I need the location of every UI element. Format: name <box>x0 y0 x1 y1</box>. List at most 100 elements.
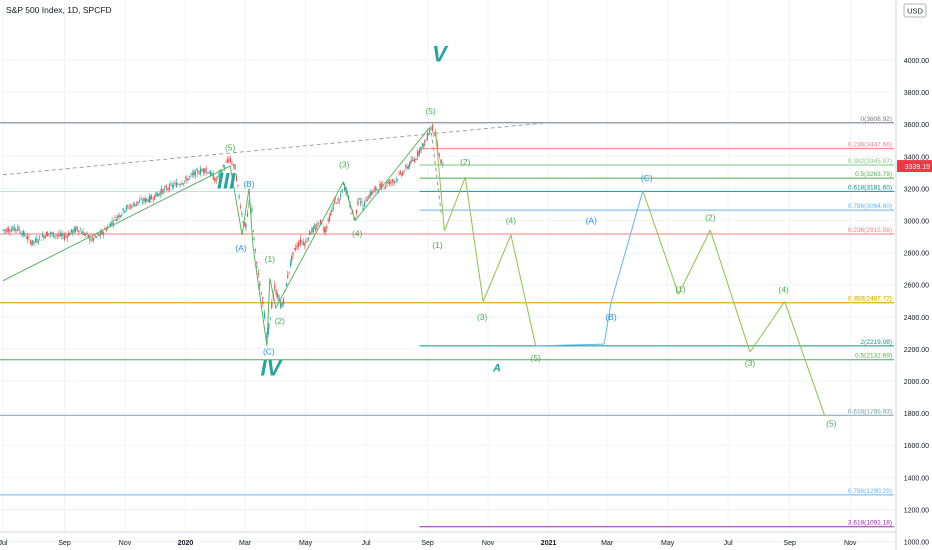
price-candle <box>144 198 146 203</box>
projection-wave-segment <box>443 176 466 232</box>
price-candle <box>239 206 242 208</box>
wave-label: V <box>432 42 449 67</box>
fib-label: 0.5(2132.69) <box>855 353 892 360</box>
price-candle <box>291 256 293 262</box>
price-candle <box>159 192 161 196</box>
price-tick-label: 1800.00 <box>904 411 929 418</box>
current-price-badge: 3339.19 <box>905 164 930 171</box>
price-candle <box>59 232 61 236</box>
price-tick-label: 4000.00 <box>904 58 929 65</box>
price-candles <box>2 123 444 344</box>
price-candle <box>225 162 227 163</box>
price-candle <box>129 205 132 207</box>
price-candle <box>34 238 37 242</box>
price-candle <box>197 170 199 174</box>
price-candle <box>18 229 20 231</box>
price-tick-label: 2600.00 <box>904 283 929 290</box>
price-candle <box>324 229 326 233</box>
price-candle <box>70 229 73 233</box>
price-candle <box>212 173 214 180</box>
price-candle <box>10 229 12 232</box>
price-candle <box>229 158 232 163</box>
price-candle <box>40 239 42 241</box>
currency-badge-box[interactable] <box>903 3 927 18</box>
price-candle <box>350 212 352 215</box>
price-candle <box>415 158 417 160</box>
price-candle <box>208 172 210 174</box>
time-tick-label: Mar <box>239 540 252 547</box>
price-candle <box>387 181 389 184</box>
price-candle <box>433 132 435 134</box>
price-candle <box>137 202 139 203</box>
price-candle <box>389 180 391 185</box>
price-candle <box>309 230 311 235</box>
price-candle <box>205 168 207 170</box>
price-candle <box>146 198 148 201</box>
wave-label: (4) <box>352 229 363 239</box>
price-candle <box>228 158 230 160</box>
projection-wave-segment <box>435 130 445 231</box>
fib-label: 0.5(3263.79) <box>855 171 892 178</box>
price-candle <box>306 241 308 243</box>
price-candle <box>158 193 160 196</box>
price-candle <box>187 178 189 180</box>
price-candle <box>121 213 123 216</box>
price-candle <box>171 184 173 188</box>
price-candle <box>83 233 85 236</box>
price-candle <box>48 233 50 235</box>
price-candle <box>124 211 126 213</box>
wave-label: (5) <box>225 143 236 153</box>
price-candle <box>215 180 217 182</box>
price-candle <box>336 202 338 204</box>
price-candle <box>5 229 7 231</box>
price-candle <box>182 183 184 185</box>
price-candle <box>382 184 384 186</box>
price-candle <box>174 182 176 184</box>
price-candle <box>354 217 356 219</box>
price-candle <box>283 301 285 304</box>
wave-projection <box>2 127 825 415</box>
price-candle <box>281 302 283 306</box>
price-candle <box>231 162 233 165</box>
price-candle <box>9 231 11 233</box>
price-candle <box>69 232 71 236</box>
price-candle <box>194 170 196 177</box>
projection-wave-segment <box>610 190 644 303</box>
price-candle <box>372 190 374 193</box>
currency-badge: USD <box>907 7 923 16</box>
price-candle <box>73 227 75 232</box>
price-candle <box>238 195 240 198</box>
price-axis[interactable]: 1000.00 1200.00 1400.00 1600.00 1800.00 2000.… <box>897 58 932 547</box>
price-candle <box>357 200 359 206</box>
time-axis[interactable]: Jul Sep Nov 2020 Mar May Jul Sep Nov 2021 Mar May Ju… <box>0 540 857 547</box>
price-candle <box>46 232 48 237</box>
price-candle <box>341 189 343 193</box>
price-candle <box>442 163 444 166</box>
price-candle <box>165 186 167 187</box>
fib-label: 0.382(3345.97) <box>848 158 892 165</box>
price-candle <box>252 230 254 232</box>
price-candle <box>184 177 187 179</box>
price-candle <box>124 210 126 212</box>
price-candle <box>79 230 81 232</box>
price-candle <box>41 234 44 237</box>
price-candle <box>150 195 152 201</box>
fib-label: 0.786(1290.29) <box>848 488 892 495</box>
price-candle <box>60 234 63 236</box>
wave-label: (A) <box>586 216 598 226</box>
price-candle <box>156 194 158 197</box>
price-candle <box>263 312 265 315</box>
price-candle <box>292 251 294 256</box>
price-candle <box>177 183 179 185</box>
price-candle <box>403 171 405 173</box>
fib-levels: 0(3608.92) 0.236(3447.66) 0.382(3345.97) 0.… <box>0 116 896 528</box>
fib-label: 2(2219.08) <box>861 339 892 346</box>
price-candle <box>162 189 164 194</box>
price-candle <box>127 205 129 207</box>
trendline <box>430 125 442 215</box>
price-candle <box>311 228 313 233</box>
price-candle <box>248 203 250 204</box>
price-candle <box>190 173 192 175</box>
price-candle <box>410 160 412 164</box>
